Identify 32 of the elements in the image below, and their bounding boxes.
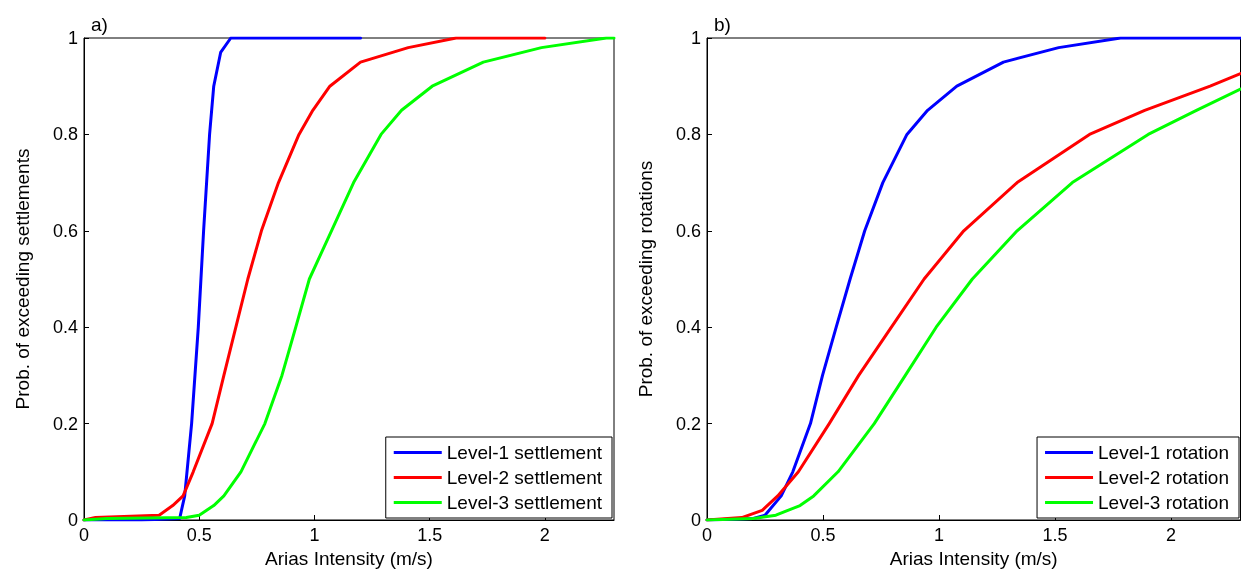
x-axis-title: Arias Intensity (m/s) [889, 547, 1058, 569]
chart-title: a) [91, 14, 108, 35]
y-tick-label: 0.8 [675, 124, 701, 145]
y-tick-label: 0.4 [52, 317, 78, 338]
legend-label: Level-1 rotation [1098, 442, 1229, 463]
x-axis-title: Arias Intensity (m/s) [265, 547, 433, 569]
legend-label: Level-3 rotation [1098, 492, 1229, 513]
x-tick-label: 1 [933, 525, 944, 545]
x-tick-label: 1.5 [417, 525, 443, 545]
x-tick-label: 0.5 [186, 525, 212, 545]
y-tick-label: 1 [690, 28, 701, 48]
y-tick-label: 0.6 [675, 220, 701, 241]
x-tick-label: 0.5 [810, 525, 836, 545]
y-tick-label: 0.4 [675, 317, 701, 338]
y-axis-title: Prob. of exceeding settlements [12, 148, 33, 410]
x-tick-label: 1 [309, 525, 320, 545]
legend-label: Level-2 settlement [446, 467, 603, 488]
x-tick-label: 2 [1165, 525, 1176, 545]
legend-label: Level-1 settlement [446, 442, 603, 463]
x-tick-label: 2 [539, 525, 550, 545]
y-tick-label: 0.2 [52, 413, 78, 434]
y-axis-title: Prob. of exceeding rotations [635, 160, 656, 398]
y-tick-label: 1 [67, 28, 78, 48]
y-tick-label: 0.2 [675, 413, 701, 434]
y-tick-label: 0 [690, 510, 701, 530]
legend-label: Level-3 settlement [446, 492, 603, 513]
y-tick-label: 0.8 [52, 124, 78, 145]
chart-title: b) [714, 14, 731, 35]
y-tick-label: 0 [67, 510, 78, 530]
y-tick-label: 0.6 [52, 220, 78, 241]
x-tick-label: 1.5 [1042, 525, 1068, 545]
legend-label: Level-2 rotation [1098, 467, 1229, 488]
